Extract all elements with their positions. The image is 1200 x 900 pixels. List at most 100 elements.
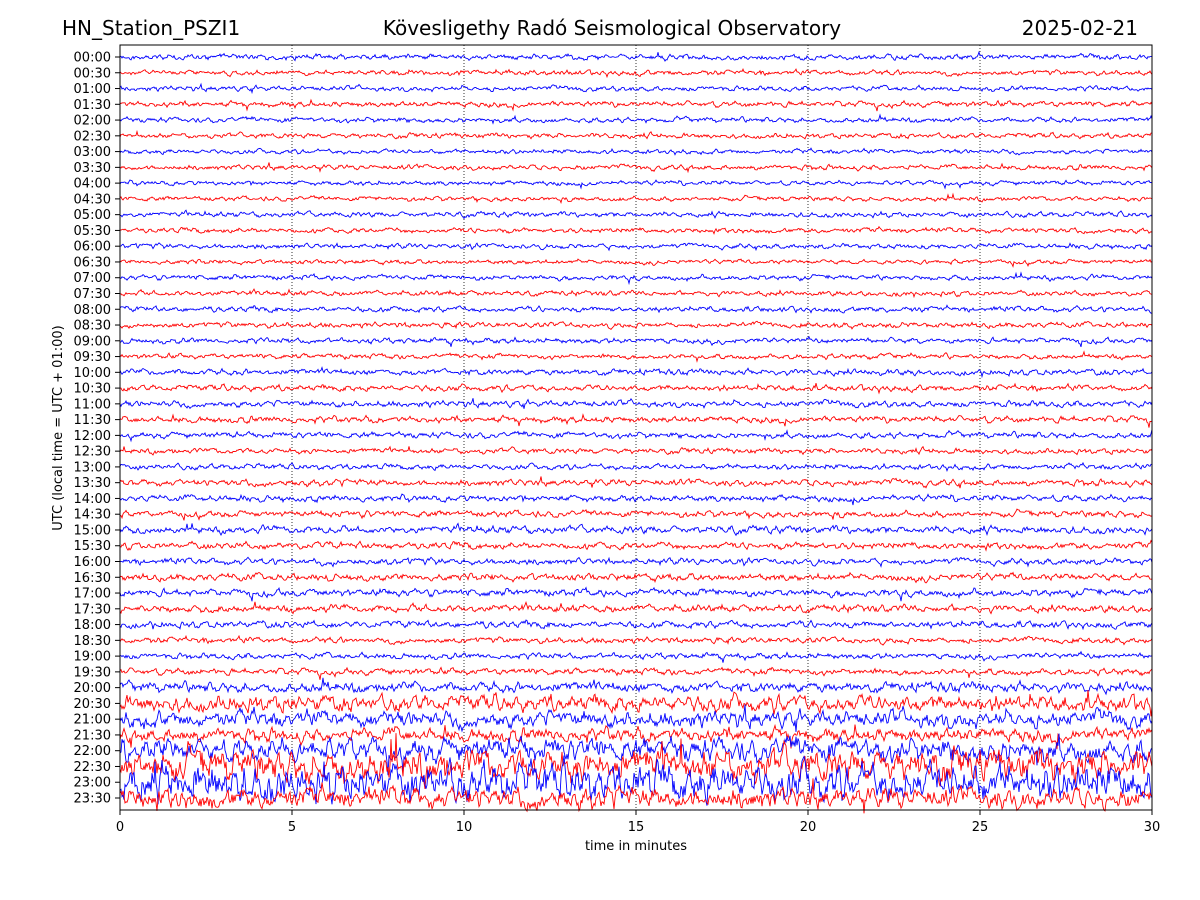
- y-tick-label: 23:00: [74, 776, 111, 791]
- y-tick-label: 04:30: [74, 192, 111, 207]
- trace-0700: [119, 271, 1153, 286]
- trace-2030: [119, 689, 1153, 717]
- x-axis: 0 5 10 15 20 25 30: [116, 810, 1160, 835]
- y-tick-label: 03:00: [74, 145, 111, 160]
- grid-lines: [291, 45, 981, 810]
- y-tick-label: 22:00: [74, 744, 111, 759]
- y-tick-label: 18:00: [74, 618, 111, 633]
- y-tick-label: 20:00: [74, 681, 111, 696]
- x-tick-label: 20: [800, 820, 817, 835]
- trace-1730: [119, 601, 1153, 615]
- trace-0730: [119, 288, 1153, 299]
- y-tick-label: 12:00: [74, 429, 111, 444]
- x-tick-label: 25: [972, 820, 989, 835]
- y-tick-label: 21:30: [74, 728, 111, 743]
- trace-0200: [119, 113, 1153, 125]
- date-title: 2025-02-21: [1022, 16, 1138, 40]
- y-tick-label: 06:00: [74, 240, 111, 255]
- y-tick-label: 21:00: [74, 713, 111, 728]
- y-tick-label: 07:30: [74, 287, 111, 302]
- trace-0630: [119, 258, 1153, 268]
- y-tick-label: 20:30: [74, 697, 111, 712]
- trace-2300: [119, 755, 1153, 806]
- x-tick-label: 15: [628, 820, 645, 835]
- y-tick-label: 19:30: [74, 665, 111, 680]
- trace-0430: [119, 192, 1153, 204]
- y-tick-label: 12:30: [74, 445, 111, 460]
- y-tick-label: 05:00: [74, 208, 111, 223]
- y-tick-label: 17:30: [74, 602, 111, 617]
- x-axis-label: time in minutes: [585, 839, 687, 854]
- trace-1800: [119, 619, 1153, 631]
- y-tick-label: 01:00: [74, 82, 111, 97]
- y-tick-label: 08:30: [74, 319, 111, 334]
- trace-0600: [120, 242, 1153, 252]
- trace-0100: [119, 82, 1153, 95]
- trace-0900: [119, 335, 1153, 348]
- trace-0230: [119, 129, 1153, 140]
- trace-1300: [119, 461, 1153, 472]
- y-tick-label: 16:00: [74, 555, 111, 570]
- trace-0800: [119, 304, 1153, 314]
- y-tick-label: 15:00: [74, 523, 111, 538]
- y-tick-label: 19:00: [74, 650, 111, 665]
- trace-1230: [119, 445, 1153, 456]
- y-tick-label: 18:30: [74, 634, 111, 649]
- trace-0930: [119, 350, 1153, 363]
- y-tick-label: 08:00: [74, 303, 111, 318]
- trace-0130: [119, 98, 1153, 112]
- trace-1630: [119, 571, 1153, 584]
- y-tick-label: 13:30: [74, 476, 111, 491]
- y-tick-label: 14:00: [74, 492, 111, 507]
- trace-0000: [119, 50, 1153, 62]
- x-tick-label: 10: [456, 820, 473, 835]
- trace-1100: [119, 397, 1153, 410]
- y-tick-label: 11:00: [74, 397, 111, 412]
- trace-2200: [119, 733, 1153, 776]
- y-tick-label: 10:00: [74, 366, 111, 381]
- y-axis-label: UTC (local time = UTC + 01:00): [51, 325, 66, 530]
- trace-1200: [119, 429, 1153, 443]
- x-tick-label: 5: [288, 820, 296, 835]
- trace-1400: [119, 493, 1153, 506]
- y-tick-label: 23:30: [74, 792, 111, 807]
- trace-1430: [119, 508, 1153, 521]
- traces: [119, 50, 1153, 814]
- trace-1330: [119, 476, 1153, 489]
- trace-2100: [119, 704, 1153, 733]
- y-tick-label: 02:30: [74, 129, 111, 144]
- x-tick-label: 30: [1144, 820, 1161, 835]
- y-tick-label: 00:30: [74, 66, 111, 81]
- trace-0530: [119, 225, 1153, 235]
- trace-0030: [119, 68, 1153, 79]
- y-axis: 00:0000:3001:0001:3002:0002:3003:0003:30…: [74, 51, 120, 807]
- trace-0500: [119, 209, 1153, 220]
- y-tick-label: 14:30: [74, 508, 111, 523]
- y-tick-label: 09:00: [74, 334, 111, 349]
- y-tick-label: 07:00: [74, 271, 111, 286]
- y-tick-label: 06:30: [74, 255, 111, 270]
- y-tick-label: 00:00: [74, 51, 111, 66]
- y-tick-label: 05:30: [74, 224, 111, 239]
- chart-title: Kövesligethy Radó Seismological Observat…: [383, 16, 841, 40]
- trace-1830: [119, 634, 1153, 646]
- trace-1500: [119, 522, 1153, 537]
- y-tick-label: 04:00: [74, 177, 111, 192]
- trace-0330: [119, 162, 1153, 174]
- trace-0830: [119, 320, 1153, 331]
- y-tick-label: 09:30: [74, 350, 111, 365]
- trace-1030: [120, 382, 1153, 395]
- y-tick-label: 22:30: [74, 760, 111, 775]
- y-tick-label: 01:30: [74, 98, 111, 113]
- trace-2330: [119, 778, 1153, 814]
- trace-0300: [119, 147, 1153, 156]
- trace-1530: [119, 539, 1153, 552]
- y-tick-label: 13:00: [74, 460, 111, 475]
- y-tick-label: 03:30: [74, 161, 111, 176]
- y-tick-label: 11:30: [74, 413, 111, 428]
- y-tick-label: 15:30: [74, 539, 111, 554]
- trace-0400: [119, 179, 1153, 190]
- x-tick-label: 0: [116, 820, 124, 835]
- trace-1600: [119, 556, 1153, 568]
